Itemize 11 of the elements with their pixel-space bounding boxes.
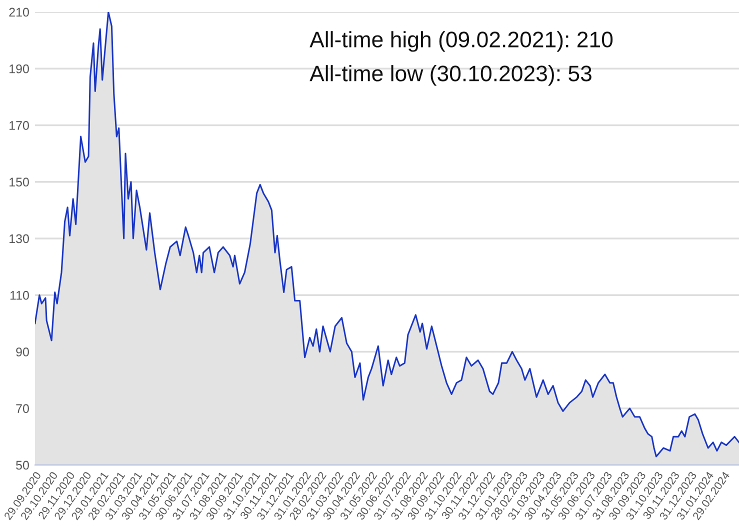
y-tick-label: 90 [16,348,29,356]
y-tick-label: 130 [10,234,29,244]
y-tick-label: 110 [10,290,29,300]
y-tick-label: 150 [10,178,29,187]
y-tick-label: 70 [16,404,29,414]
y-tick-label: 50 [16,460,29,470]
y-tick-label: 210 [9,8,29,17]
y-tick-label: 190 [10,64,29,74]
annotation: All-time low (30.10.2023): 53 [310,65,592,86]
y-tick-label: 170 [10,121,29,130]
annotation: All-time high (09.02.2021): 210 [310,31,613,52]
